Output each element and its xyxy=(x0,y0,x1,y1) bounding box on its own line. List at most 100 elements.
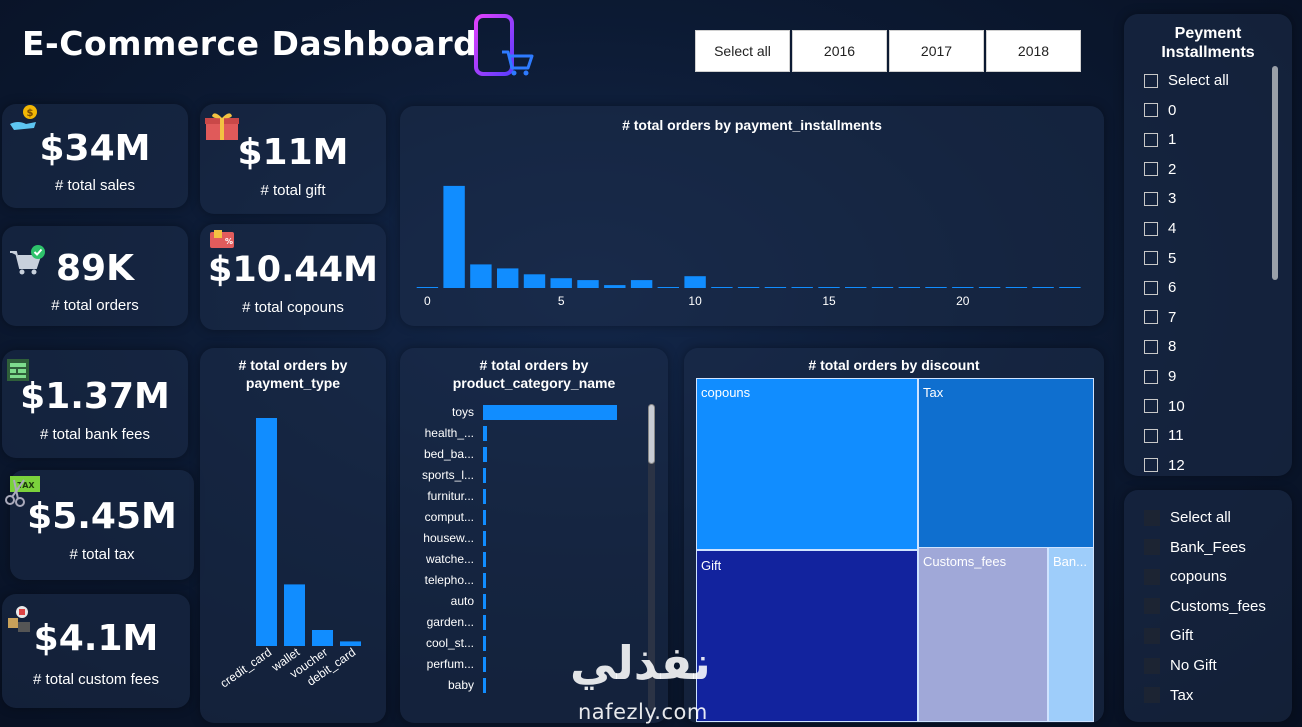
bar-category-9[interactable] xyxy=(483,594,486,609)
discount-option-checkbox[interactable] xyxy=(1144,598,1160,615)
installment-option-item[interactable]: 1 xyxy=(1144,131,1176,148)
bar-category-13[interactable] xyxy=(483,678,486,693)
bar-category-8[interactable] xyxy=(483,573,486,588)
category-label: auto xyxy=(450,594,474,608)
category-scrollbar-thumb[interactable] xyxy=(648,404,655,464)
discount-option-item[interactable]: Gift xyxy=(1144,627,1193,644)
installment-option-checkbox[interactable] xyxy=(1144,103,1158,118)
installment-option-item[interactable]: 5 xyxy=(1144,250,1176,267)
bar-installments-9[interactable] xyxy=(657,287,679,288)
installment-option-checkbox[interactable] xyxy=(1144,162,1158,177)
year-option-2017[interactable]: 2017 xyxy=(889,30,984,72)
category-scrollbar-track[interactable] xyxy=(648,404,655,710)
installment-option-checkbox[interactable] xyxy=(1144,339,1158,354)
bar-category-5[interactable] xyxy=(483,510,486,525)
bar-payment-type-debit_card[interactable] xyxy=(340,641,361,646)
bar-category-12[interactable] xyxy=(483,657,486,672)
year-option-2016[interactable]: 2016 xyxy=(792,30,887,72)
installment-option-item[interactable]: 7 xyxy=(1144,309,1176,326)
bar-installments-21[interactable] xyxy=(978,287,1001,288)
discount-option-item[interactable]: No Gift xyxy=(1144,657,1217,674)
discount-option-item[interactable]: copouns xyxy=(1144,568,1227,585)
bar-installments-23[interactable] xyxy=(1032,287,1054,288)
bar-installments-6[interactable] xyxy=(577,280,599,288)
installment-option-item[interactable]: 4 xyxy=(1144,220,1176,237)
installment-option-item[interactable]: 0 xyxy=(1144,102,1176,119)
installment-option-checkbox[interactable] xyxy=(1144,399,1158,414)
bar-category-3[interactable] xyxy=(483,468,487,483)
bar-payment-type-credit_card[interactable] xyxy=(256,418,277,646)
bar-installments-15[interactable] xyxy=(818,287,840,288)
bar-payment-type-voucher[interactable] xyxy=(312,630,333,646)
treemap-tile-bank-fees[interactable]: Ban... xyxy=(1048,547,1094,722)
installment-option-item[interactable]: 6 xyxy=(1144,279,1176,296)
installment-option-item[interactable]: 11 xyxy=(1144,427,1184,444)
discount-option-checkbox[interactable] xyxy=(1144,568,1160,585)
bar-installments-7[interactable] xyxy=(604,285,626,288)
installment-option-item[interactable]: 2 xyxy=(1144,161,1176,178)
bar-installments-19[interactable] xyxy=(925,287,947,288)
bar-installments-3[interactable] xyxy=(497,268,519,288)
treemap-tile-tax[interactable]: Tax xyxy=(918,378,1094,550)
bar-category-1[interactable] xyxy=(483,426,488,441)
installment-option-checkbox[interactable] xyxy=(1144,191,1158,206)
bar-installments-18[interactable] xyxy=(898,287,920,288)
installment-option-item[interactable]: Select all xyxy=(1144,72,1229,89)
bar-installments-10[interactable] xyxy=(684,276,706,288)
installment-option-item[interactable]: 12 xyxy=(1144,457,1185,474)
bar-installments-12[interactable] xyxy=(737,287,760,288)
treemap-tile-customs-fees[interactable]: Customs_fees xyxy=(918,547,1048,722)
bar-installments-0[interactable] xyxy=(416,287,439,288)
treemap-tile-copouns[interactable]: copouns xyxy=(696,378,918,550)
bar-installments-16[interactable] xyxy=(845,287,867,288)
installment-option-checkbox[interactable] xyxy=(1144,132,1158,147)
year-option-select-all[interactable]: Select all xyxy=(695,30,790,72)
bar-installments-24[interactable] xyxy=(1059,287,1081,288)
bar-category-0[interactable] xyxy=(483,405,617,420)
bar-payment-type-wallet[interactable] xyxy=(284,584,305,646)
bar-installments-17[interactable] xyxy=(871,287,894,288)
bar-installments-13[interactable] xyxy=(764,287,787,288)
installment-option-item[interactable]: 9 xyxy=(1144,368,1176,385)
discount-option-checkbox[interactable] xyxy=(1144,539,1160,556)
treemap-tile-gift[interactable]: Gift xyxy=(696,550,918,722)
bar-installments-20[interactable] xyxy=(952,287,974,288)
bar-installments-14[interactable] xyxy=(791,287,813,288)
bar-category-11[interactable] xyxy=(483,636,486,651)
bar-category-10[interactable] xyxy=(483,615,486,630)
bar-installments-22[interactable] xyxy=(1005,287,1028,288)
bar-installments-1[interactable] xyxy=(443,185,465,288)
discount-option-item[interactable]: Bank_Fees xyxy=(1144,539,1246,556)
discount-option-checkbox[interactable] xyxy=(1144,687,1160,704)
installments-scrollbar[interactable] xyxy=(1272,66,1278,280)
discount-option-item[interactable]: Tax xyxy=(1144,687,1193,704)
installment-option-checkbox[interactable] xyxy=(1144,458,1158,473)
x-tick-label: 20 xyxy=(956,294,970,308)
discount-option-item[interactable]: Select all xyxy=(1144,509,1231,526)
installment-option-item[interactable]: 10 xyxy=(1144,398,1185,415)
bar-installments-2[interactable] xyxy=(470,264,492,288)
installment-option-item[interactable]: 8 xyxy=(1144,338,1176,355)
watermark-logo-arabic: نفذلي xyxy=(570,636,711,690)
installment-option-checkbox[interactable] xyxy=(1144,221,1158,236)
installment-option-checkbox[interactable] xyxy=(1144,428,1158,443)
year-option-2018[interactable]: 2018 xyxy=(986,30,1081,72)
discount-option-item[interactable]: Customs_fees xyxy=(1144,598,1266,615)
bar-category-2[interactable] xyxy=(483,447,488,462)
installment-option-checkbox[interactable] xyxy=(1144,280,1158,295)
installment-option-checkbox[interactable] xyxy=(1144,310,1158,325)
bar-installments-8[interactable] xyxy=(630,280,653,288)
bar-installments-5[interactable] xyxy=(550,278,572,288)
bar-installments-11[interactable] xyxy=(711,287,733,288)
bar-category-6[interactable] xyxy=(483,531,486,546)
installment-option-checkbox[interactable] xyxy=(1144,251,1158,266)
bar-category-4[interactable] xyxy=(483,489,487,504)
installment-option-checkbox[interactable] xyxy=(1144,73,1158,88)
installment-option-checkbox[interactable] xyxy=(1144,369,1158,384)
discount-option-checkbox[interactable] xyxy=(1144,627,1160,644)
discount-option-checkbox[interactable] xyxy=(1144,657,1160,674)
installment-option-item[interactable]: 3 xyxy=(1144,190,1176,207)
bar-installments-4[interactable] xyxy=(523,274,546,288)
bar-category-7[interactable] xyxy=(483,552,486,567)
discount-option-checkbox[interactable] xyxy=(1144,509,1160,526)
